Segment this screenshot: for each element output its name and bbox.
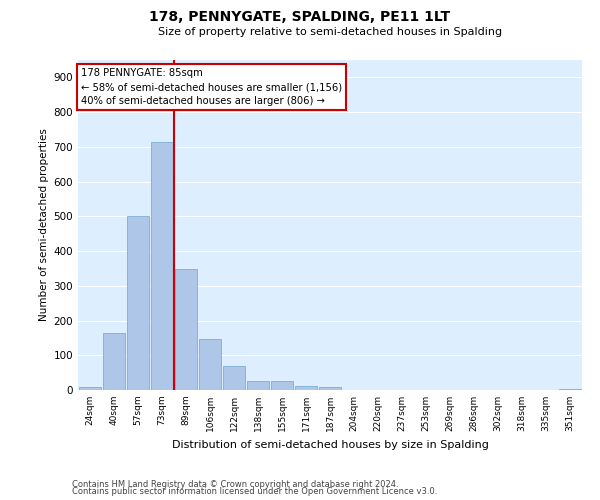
Bar [247, 380, 269, 390]
Bar [223, 366, 245, 390]
Text: 178, PENNYGATE, SPALDING, PE11 1LT: 178, PENNYGATE, SPALDING, PE11 1LT [149, 10, 451, 24]
Text: Contains public sector information licensed under the Open Government Licence v3: Contains public sector information licen… [72, 487, 437, 496]
Bar [127, 216, 149, 390]
Bar [559, 388, 581, 390]
Bar [199, 338, 221, 390]
Bar [175, 269, 197, 390]
Text: 178 PENNYGATE: 85sqm
← 58% of semi-detached houses are smaller (1,156)
40% of se: 178 PENNYGATE: 85sqm ← 58% of semi-detac… [80, 68, 341, 106]
Title: Size of property relative to semi-detached houses in Spalding: Size of property relative to semi-detach… [158, 27, 502, 37]
Bar [271, 382, 293, 390]
Bar [319, 386, 341, 390]
Y-axis label: Number of semi-detached properties: Number of semi-detached properties [40, 128, 49, 322]
Bar [151, 142, 173, 390]
Bar [295, 386, 317, 390]
Bar [79, 387, 101, 390]
X-axis label: Distribution of semi-detached houses by size in Spalding: Distribution of semi-detached houses by … [172, 440, 488, 450]
Text: Contains HM Land Registry data © Crown copyright and database right 2024.: Contains HM Land Registry data © Crown c… [72, 480, 398, 489]
Bar [103, 334, 125, 390]
